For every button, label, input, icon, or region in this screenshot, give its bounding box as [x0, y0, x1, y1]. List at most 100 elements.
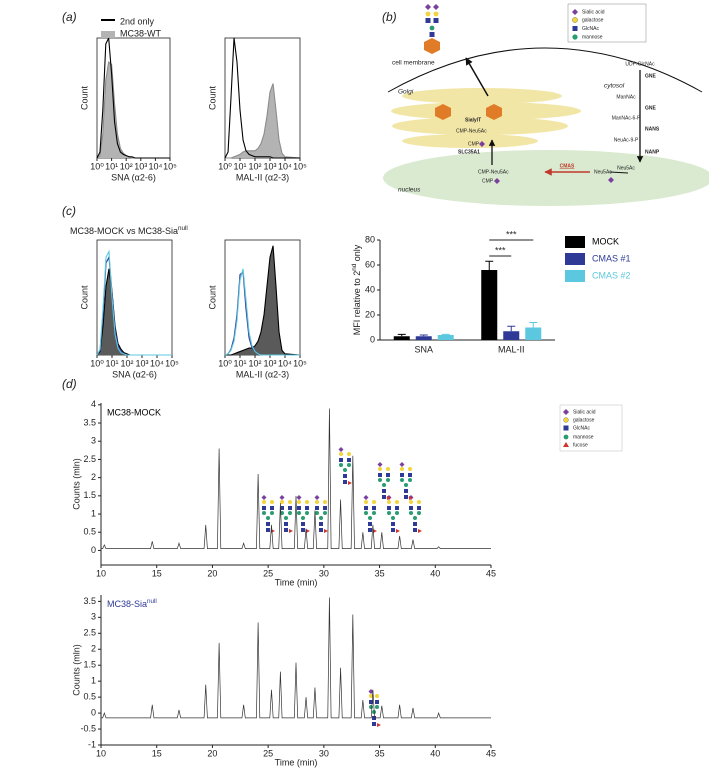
- glycan-icon: [280, 506, 284, 510]
- x-tick-label: 10³: [263, 161, 276, 171]
- x-tick-label: 40: [430, 568, 440, 578]
- panel-title: MC38-MOCK vs MC38-Sianull: [70, 225, 188, 236]
- y-tick-label: 3.5: [83, 596, 96, 606]
- icon: [563, 417, 569, 423]
- enzyme-icon: [435, 104, 451, 120]
- glycan-icon: [339, 463, 343, 467]
- x-tick-label: 10⁴: [278, 161, 292, 171]
- x-tick-label: 15: [152, 748, 162, 758]
- y-axis-label: Counts (mln): [71, 644, 81, 696]
- glycan-icon: [413, 522, 417, 526]
- glycan-icon: [270, 511, 274, 515]
- glycan-icon: [284, 528, 288, 532]
- glycan-icon: [301, 516, 305, 520]
- y-tick-label: 3: [91, 436, 96, 446]
- y-tick-label: 2.5: [83, 454, 96, 464]
- glycan-icon: [396, 529, 400, 533]
- metabolite: CMP-Neu5Ac: [478, 169, 509, 175]
- y-tick-label: 0: [370, 334, 375, 344]
- legend-swatch: [565, 253, 585, 265]
- glycan-icon: [417, 506, 421, 510]
- x-axis-label: Time (min): [275, 757, 318, 767]
- glycan-icon: [400, 467, 404, 471]
- glycan-icon: [413, 528, 417, 532]
- legend-label: fucose: [573, 442, 588, 448]
- legend-label: galactose: [573, 417, 595, 423]
- x-tick-label: 10⁵: [293, 161, 307, 171]
- x-tick-label: 10³: [134, 161, 147, 171]
- y-tick-label: 2.5: [83, 628, 96, 638]
- glycan-icon: [404, 489, 408, 493]
- legend-label: mannose: [582, 34, 603, 40]
- arrow: [609, 171, 629, 174]
- x-tick-label: 40: [430, 748, 440, 758]
- metabolite: CMP: [468, 141, 480, 147]
- glycan-icon: [382, 489, 386, 493]
- x-axis-label: Time (min): [275, 577, 318, 587]
- glycan-icon: [348, 481, 352, 485]
- glycan-icon: [339, 458, 343, 462]
- x-tick-label: 10⁰: [90, 161, 104, 171]
- glycan-icon: [372, 511, 376, 515]
- legend-swatch: [565, 236, 585, 248]
- enzyme: GNE: [645, 105, 657, 111]
- glycan-icon: [262, 500, 266, 504]
- compartment-label: cytosol: [604, 83, 625, 90]
- line: [225, 83, 301, 159]
- bar: [503, 331, 520, 340]
- error-bar: [529, 322, 538, 328]
- glycan-icon: [373, 529, 377, 533]
- glycan-icon: [408, 467, 412, 471]
- glycan-icon: [343, 480, 347, 484]
- y-tick-label: 20: [365, 309, 375, 319]
- legend-box: [559, 404, 623, 452]
- enzyme: CMAS: [560, 163, 575, 169]
- glycan-icon: [378, 467, 382, 471]
- glycan-icon: [409, 506, 413, 510]
- glycan-icon: [386, 473, 390, 477]
- compartment-label: Golgi: [398, 89, 414, 96]
- glycan-icon: [319, 516, 323, 520]
- icon: [563, 442, 569, 447]
- glycan-icon: [364, 500, 368, 504]
- y-axis-label: Count: [79, 86, 89, 111]
- glycan-icon: [375, 694, 379, 698]
- glycan-icon: [297, 506, 301, 510]
- icon: [563, 409, 569, 415]
- glycan-icon: [305, 500, 309, 504]
- glycan-icon: [409, 496, 413, 500]
- glycan-icon: [404, 495, 408, 499]
- glycan-icon: [386, 478, 390, 482]
- enzyme: NANS: [645, 126, 660, 132]
- glycan-icon: [343, 468, 347, 472]
- y-tick-label: 40: [365, 284, 375, 294]
- glycan-icon: [378, 473, 382, 477]
- y-tick-label: 2: [91, 644, 96, 654]
- x-tick-label: 25: [263, 748, 273, 758]
- error-bar: [485, 260, 494, 270]
- glycan-annotations: [261, 447, 422, 727]
- x-axis-label: SNA (α2-6): [112, 369, 157, 379]
- y-tick-label: -1: [88, 739, 96, 749]
- glycan-icon: [372, 506, 376, 510]
- glycan-icon: [343, 474, 347, 478]
- glycan-icon: [378, 478, 382, 482]
- legend-label: CMAS #2: [592, 270, 631, 280]
- glycan-icon: [417, 500, 421, 504]
- glycan-icon: [363, 495, 369, 500]
- error-bar: [507, 325, 516, 332]
- x-tick-label: 20: [207, 748, 217, 758]
- glycan-icon: [382, 483, 386, 487]
- line: [101, 597, 491, 719]
- legend-label: Sialic acid: [582, 9, 605, 15]
- y-tick-label: 4: [91, 399, 96, 409]
- x-tick-label: 10²: [248, 161, 261, 171]
- glycan-icon: [339, 452, 343, 456]
- y-tick-label: -0.5: [80, 723, 96, 733]
- chart-title: MC38-Sianull: [107, 598, 157, 609]
- icon: [572, 17, 578, 23]
- glycan-icon: [306, 529, 310, 533]
- enzyme: NANP: [645, 149, 660, 155]
- icon: [494, 178, 500, 184]
- glycan-icon: [288, 511, 292, 515]
